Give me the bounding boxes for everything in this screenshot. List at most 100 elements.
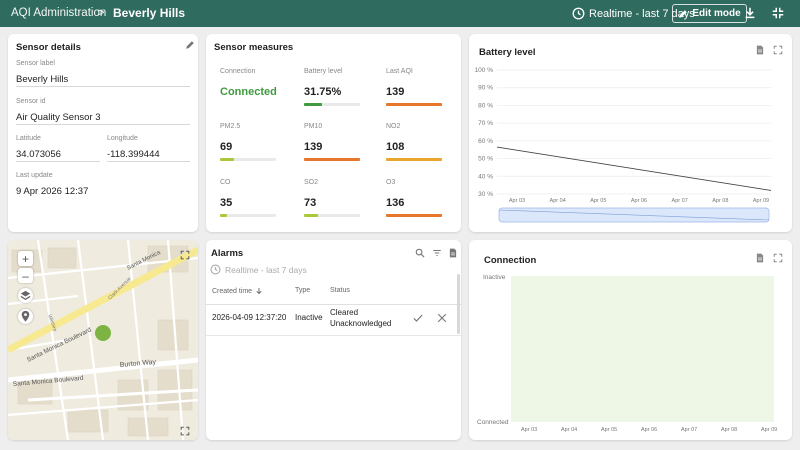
scrollbar[interactable] — [457, 274, 460, 334]
breadcrumb-separator: > — [98, 7, 105, 19]
edit-mode-button[interactable]: Edit mode — [672, 4, 747, 23]
layers-icon — [20, 290, 31, 300]
fullscreen-icon[interactable] — [773, 253, 783, 263]
y-tick-label: 80 % — [478, 102, 493, 109]
measure-label: PM10 — [304, 123, 323, 130]
x-tick-label: Apr 05 — [601, 427, 618, 433]
field-caption: Latitude — [16, 135, 41, 142]
x-tick-label: Apr 08 — [712, 198, 728, 204]
measure-connection: Connection Connected — [220, 68, 292, 98]
realtime-selector[interactable]: Realtime - last 7 days — [572, 5, 695, 22]
document-icon[interactable] — [448, 248, 458, 258]
fullscreen-icon[interactable] — [773, 45, 783, 55]
measure-value: 136 — [386, 197, 405, 209]
measure-progress-bar — [304, 158, 360, 161]
x-tick-label: Apr 06 — [641, 427, 658, 433]
measure-co: CO 35 — [220, 179, 292, 217]
column-type[interactable]: Type — [295, 287, 311, 294]
arrow-down-icon — [256, 288, 262, 295]
connection-plot-area — [511, 276, 774, 422]
field-value: -118.399444 — [107, 149, 160, 160]
sensor-id-field[interactable]: Sensor id Air Quality Sensor 3 — [16, 98, 190, 125]
sensor-details-card: Sensor details Sensor label Beverly Hill… — [8, 34, 198, 232]
header-divider — [206, 304, 461, 305]
progress-fill — [304, 158, 360, 161]
zoom-out-button[interactable]: – — [18, 268, 33, 283]
close-icon[interactable] — [437, 313, 447, 323]
alarms-title: Alarms — [211, 248, 244, 259]
progress-fill — [386, 103, 442, 106]
filter-icon[interactable] — [432, 248, 442, 258]
measure-progress-bar — [220, 158, 276, 161]
alarms-card: Alarms Realtime - last 7 days Created ti… — [206, 240, 461, 440]
alarms-timewindow-label: Realtime - last 7 days — [225, 264, 307, 275]
last-update-field: Last update 9 Apr 2026 12:37 — [16, 172, 190, 199]
field-caption: Sensor id — [16, 98, 46, 105]
connection-card: Connection Inactive Connected Apr 03 Apr … — [469, 240, 792, 440]
y-tick-label: 90 % — [478, 85, 493, 92]
breadcrumb-root[interactable]: AQI Administration — [11, 7, 107, 19]
exit-fullscreen-icon[interactable] — [771, 6, 785, 20]
measure-progress-bar — [304, 214, 360, 217]
battery-series-line — [496, 146, 772, 191]
measure-label: Last AQI — [386, 68, 413, 75]
x-tick-label: Apr 09 — [761, 427, 778, 433]
measure-label: SO2 — [304, 179, 319, 186]
sensor-measures-card: Sensor measures Connection Connected Batte… — [206, 34, 461, 232]
pencil-icon — [679, 9, 688, 18]
sensor-marker[interactable] — [95, 325, 111, 341]
x-tick-label: Apr 03 — [509, 198, 525, 204]
measure-progress-bar — [386, 158, 442, 161]
measure-value: 108 — [386, 141, 405, 153]
pin-icon — [21, 310, 30, 322]
column-label: Created time — [212, 287, 253, 295]
column-created-time[interactable]: Created time — [212, 287, 263, 295]
field-caption: Longitude — [107, 135, 138, 142]
measure-pm10: PM10 139 — [304, 123, 376, 161]
y-tick-label: 100 % — [475, 67, 494, 74]
layers-button[interactable] — [18, 288, 33, 303]
pencil-icon[interactable] — [185, 40, 195, 50]
measure-value: 35 — [220, 197, 233, 209]
x-tick-label: Apr 05 — [590, 198, 606, 204]
document-icon[interactable] — [755, 45, 765, 55]
sensor-label-field[interactable]: Sensor label Beverly Hills — [16, 60, 190, 87]
x-tick-label: Apr 03 — [521, 427, 538, 433]
measure-progress-bar — [304, 103, 360, 106]
measure-value: 139 — [386, 86, 405, 98]
range-slider-preview — [498, 209, 770, 221]
y-tick-label: 50 % — [478, 156, 493, 163]
location-button[interactable] — [18, 309, 33, 324]
fullscreen-icon[interactable] — [180, 426, 190, 436]
battery-level-title: Battery level — [479, 47, 536, 58]
street-label: Burton Way — [120, 359, 157, 369]
y-tick-label: 30 % — [478, 191, 493, 198]
map-card[interactable]: Santa Monica Boulevard Santa Monica Boul… — [8, 240, 198, 440]
longitude-field[interactable]: Longitude -118.399444 — [107, 135, 190, 162]
field-value: 34.073056 — [16, 149, 61, 160]
sensor-measures-title: Sensor measures — [214, 42, 294, 53]
measure-label: CO — [220, 179, 231, 186]
search-icon[interactable] — [415, 248, 425, 258]
measure-so2: SO2 73 — [304, 179, 376, 217]
download-icon[interactable] — [743, 6, 757, 20]
progress-fill — [220, 158, 234, 161]
measure-no2: NO2 108 — [386, 123, 458, 161]
x-tick-label: Apr 09 — [753, 198, 769, 204]
map-canvas[interactable]: Santa Monica Boulevard Santa Monica Boul… — [8, 240, 198, 440]
breadcrumb-current: Beverly Hills — [113, 6, 186, 20]
fullscreen-icon[interactable] — [180, 250, 190, 260]
field-value: 9 Apr 2026 12:37 — [16, 186, 89, 197]
measure-value: 73 — [304, 197, 317, 209]
edit-mode-label: Edit mode — [692, 8, 741, 19]
alarms-timewindow[interactable]: Realtime - last 7 days — [210, 264, 307, 275]
measure-label: Connection — [220, 68, 256, 75]
zoom-in-button[interactable]: + — [18, 251, 33, 266]
measure-pm2-5: PM2.5 69 — [220, 123, 292, 161]
check-icon[interactable] — [412, 312, 424, 324]
progress-fill — [304, 103, 322, 106]
type-cell: Inactive — [295, 313, 323, 322]
column-status[interactable]: Status — [330, 287, 350, 294]
document-icon[interactable] — [755, 253, 765, 263]
latitude-field[interactable]: Latitude 34.073056 — [16, 135, 100, 162]
